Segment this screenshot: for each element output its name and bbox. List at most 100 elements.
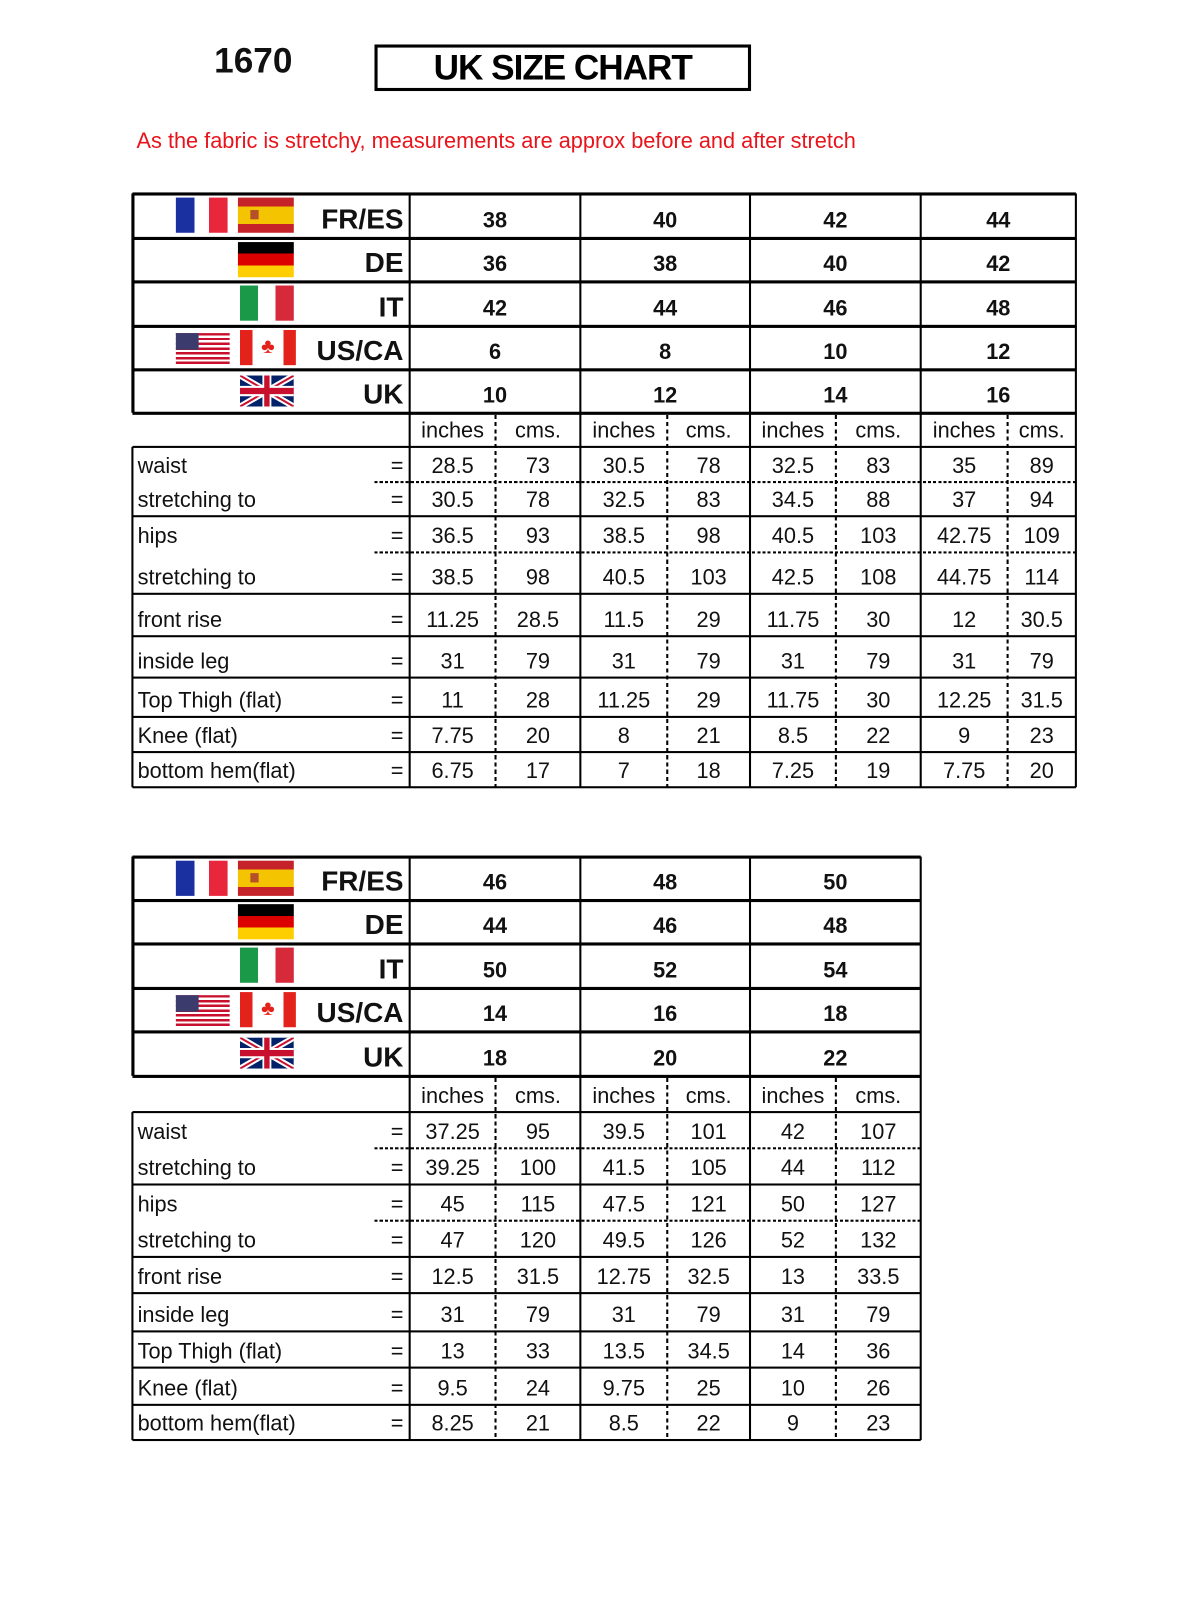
size-value: 36 [482, 252, 508, 277]
measurement-label: hips [137, 524, 178, 549]
inches-value: 40.5 [602, 565, 645, 590]
measurement-label: Top Thigh (flat) [137, 1339, 283, 1364]
equals-sign: = [390, 759, 404, 784]
cms-value: 94 [1029, 488, 1054, 513]
inches-value: 47.5 [602, 1192, 645, 1217]
measurement-label: waist [137, 1120, 188, 1145]
inches-value: 45 [440, 1192, 465, 1217]
dashed-divider [374, 1147, 921, 1150]
size-value: 42 [823, 208, 848, 233]
cms-value: 24 [525, 1376, 551, 1401]
border-line [919, 193, 922, 788]
dashed-divider [374, 481, 1076, 484]
border-line [132, 368, 1076, 372]
cms-value: 32.5 [687, 1265, 730, 1289]
measurement-label: inside leg [137, 1303, 230, 1328]
inches-value: 37 [952, 488, 977, 513]
border-line [132, 1438, 921, 1442]
inches-value: 12.25 [936, 688, 992, 713]
cms-value: 98 [696, 524, 721, 549]
cms-value: 79 [866, 649, 891, 674]
unit-inches-label: inches [421, 418, 484, 443]
border-line [132, 751, 1076, 754]
equals-sign: = [390, 1339, 404, 1364]
cms-value: 36 [866, 1339, 891, 1364]
size-value: 12 [653, 383, 678, 408]
border-line [132, 1366, 921, 1369]
unit-cms-label: cms. [515, 1084, 561, 1108]
inches-value: 11.5 [603, 608, 645, 633]
border-line [131, 856, 135, 1076]
cms-value: 22 [866, 724, 891, 748]
border-line [132, 592, 1076, 595]
inches-value: 31 [440, 649, 465, 674]
dashed-divider [666, 414, 669, 788]
cms-value: 21 [525, 1412, 551, 1436]
border-line [132, 1255, 921, 1258]
inches-value: 9 [958, 724, 971, 748]
coat-of-arms [250, 210, 259, 220]
size-value: 46 [823, 296, 848, 321]
inches-value: 13 [440, 1339, 465, 1364]
inches-value: 42.75 [936, 524, 992, 549]
cms-value: 120 [519, 1228, 557, 1253]
border-line [132, 898, 921, 903]
cms-value: 100 [519, 1156, 557, 1181]
cms-value: 19 [866, 759, 891, 784]
unit-cms-label: cms. [1018, 418, 1065, 443]
inches-value: 7.25 [771, 759, 815, 784]
size-system-label: FR/ES [321, 865, 404, 897]
stretch-note: As the fabric is stretchy, measurements … [136, 129, 856, 154]
inches-value: 41.5 [602, 1156, 645, 1181]
inches-value: 8 [617, 724, 630, 748]
equals-sign: = [390, 1376, 404, 1401]
size-value: 8 [659, 340, 672, 365]
inches-value: 44.75 [936, 565, 992, 590]
measurement-label: inside leg [137, 649, 230, 674]
unit-cms-label: cms. [685, 1084, 732, 1108]
canada-flag [240, 330, 296, 366]
inches-value: 30.5 [431, 488, 474, 513]
spain-flag [237, 197, 294, 233]
size-value: 14 [823, 383, 848, 408]
maple-leaf-icon: ♣ [261, 335, 275, 358]
inches-value: 7.75 [431, 724, 474, 748]
cms-value: 73 [525, 454, 551, 478]
measurement-label: stretching to [137, 1228, 256, 1253]
cms-value: 132 [860, 1228, 897, 1253]
inches-value: 13 [780, 1265, 806, 1289]
size-value: 54 [823, 958, 848, 983]
size-value: 40 [653, 208, 678, 233]
border-line [132, 1330, 921, 1333]
inches-value: 6.75 [431, 759, 474, 784]
unit-cms-label: cms. [855, 418, 902, 443]
border-line [132, 676, 1076, 679]
cms-value: 93 [525, 524, 551, 549]
border-line [132, 786, 1076, 789]
border-line [132, 445, 1076, 448]
italy-flag [240, 285, 294, 321]
equals-sign: = [390, 649, 404, 674]
inches-value: 14 [780, 1339, 806, 1364]
dashed-divider [1006, 414, 1009, 788]
cms-value: 88 [866, 488, 891, 513]
cms-value: 89 [1029, 454, 1054, 478]
measurement-label: stretching to [137, 565, 256, 590]
cms-value: 20 [1029, 759, 1054, 784]
cms-value: 28.5 [516, 608, 560, 633]
measurement-label: bottom hem(flat) [137, 759, 296, 784]
border-line [132, 1183, 921, 1186]
cms-value: 126 [690, 1228, 727, 1253]
measurement-label: Knee (flat) [137, 1376, 238, 1401]
size-value: 12 [986, 340, 1011, 365]
usa-canton [175, 333, 199, 350]
size-value: 52 [653, 958, 678, 983]
inches-value: 11.75 [766, 688, 820, 713]
inches-value: 39.5 [602, 1120, 645, 1145]
inches-value: 47 [440, 1228, 465, 1253]
inches-value: 52 [780, 1228, 806, 1253]
inches-value: 28.5 [431, 454, 474, 478]
equals-sign: = [390, 1120, 404, 1145]
cms-value: 30.5 [1020, 608, 1063, 633]
border-line [132, 1292, 921, 1295]
